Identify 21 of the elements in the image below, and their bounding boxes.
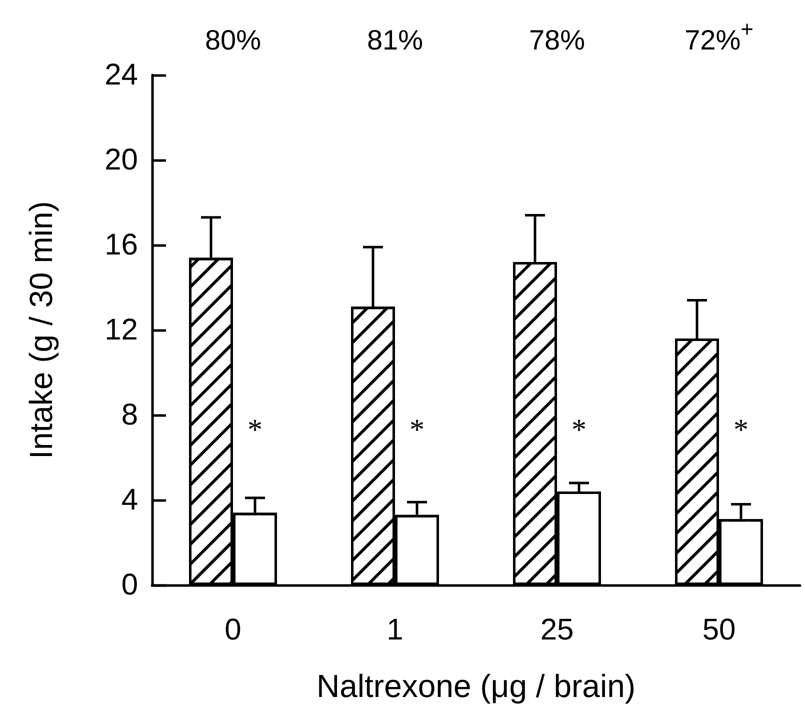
x-tick-label: 1	[386, 614, 404, 646]
text: 81%	[366, 24, 424, 56]
y-axis-title: Intake (g / 30 min)	[23, 201, 59, 459]
text: 78%	[528, 24, 586, 56]
y-tick-label: 20	[104, 144, 138, 176]
text: 72%+	[684, 16, 754, 56]
x-axis-title: Naltrexone (μg / brain)	[316, 668, 636, 704]
y-tick-label: 0	[121, 568, 138, 602]
annotation: *	[410, 413, 424, 446]
annotation: *	[734, 413, 748, 446]
text: 80%	[204, 24, 262, 56]
y-tick-label: 12	[104, 314, 138, 346]
x-tick-label: 50	[702, 614, 736, 646]
annotation: *	[572, 413, 586, 446]
annotation: *	[248, 413, 262, 446]
y-tick-label: 24	[104, 58, 138, 92]
y-tick-label: 8	[121, 398, 138, 432]
y-tick-label: 16	[104, 228, 138, 262]
x-tick-label: 0	[224, 614, 242, 646]
y-tick-label: 4	[121, 484, 138, 516]
x-tick-label: 25	[540, 614, 574, 646]
